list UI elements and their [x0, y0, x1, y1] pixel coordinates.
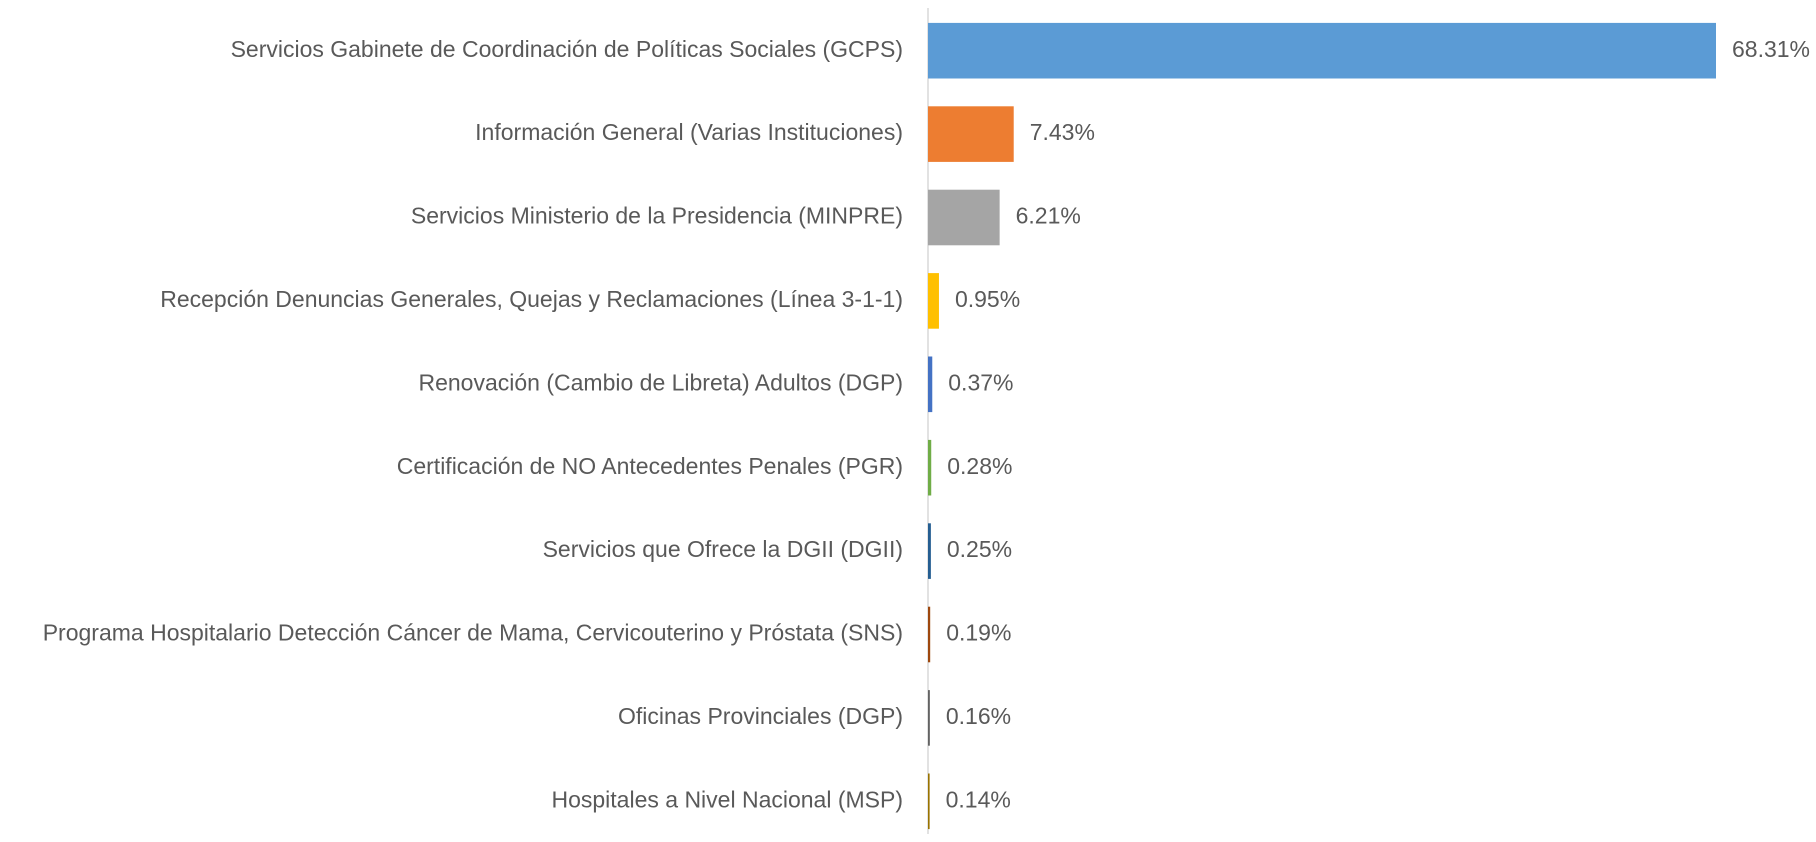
bar [928, 606, 931, 663]
bar [928, 773, 930, 830]
value-label: 68.31% [1732, 36, 1810, 62]
value-label: 0.95% [955, 286, 1020, 312]
value-label: 0.19% [946, 620, 1011, 646]
value-label: 0.14% [946, 786, 1011, 812]
value-label: 0.37% [948, 369, 1013, 395]
category-label: Certificación de NO Antecedentes Penales… [397, 453, 903, 479]
category-label: Recepción Denuncias Generales, Quejas y … [160, 286, 903, 312]
category-label: Información General (Varias Institucione… [475, 119, 903, 145]
bar [928, 356, 933, 413]
value-label: 6.21% [1016, 203, 1081, 229]
bar [928, 523, 931, 579]
value-label: 0.25% [947, 536, 1012, 562]
bar [928, 273, 939, 329]
value-label: 0.16% [946, 703, 1011, 729]
category-label: Renovación (Cambio de Libreta) Adultos (… [418, 369, 903, 395]
category-label: Servicios Ministerio de la Presidencia (… [411, 203, 903, 229]
bar [928, 690, 930, 746]
bar [928, 439, 932, 496]
category-label: Servicios Gabinete de Coordinación de Po… [231, 36, 903, 62]
value-label: 7.43% [1030, 119, 1095, 145]
category-label: Hospitales a Nivel Nacional (MSP) [551, 786, 903, 812]
category-label: Programa Hospitalario Detección Cáncer d… [43, 620, 903, 646]
bar [928, 189, 1000, 246]
category-label: Oficinas Provinciales (DGP) [618, 703, 903, 729]
category-label: Servicios que Ofrece la DGII (DGII) [543, 536, 903, 562]
bar [928, 22, 1716, 79]
bar [928, 106, 1014, 162]
value-label: 0.28% [947, 453, 1012, 479]
